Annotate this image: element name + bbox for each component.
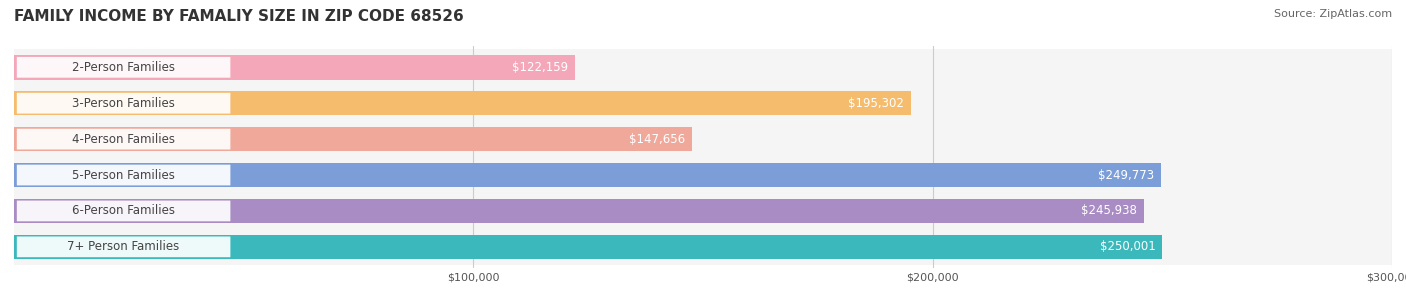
- Bar: [14, 91, 911, 115]
- FancyBboxPatch shape: [17, 93, 231, 113]
- Bar: [14, 85, 1392, 121]
- Text: $249,773: $249,773: [1098, 169, 1154, 181]
- Text: 3-Person Families: 3-Person Families: [72, 97, 174, 110]
- FancyBboxPatch shape: [17, 165, 231, 185]
- FancyBboxPatch shape: [17, 57, 231, 78]
- Bar: [14, 55, 575, 80]
- Text: 5-Person Families: 5-Person Families: [72, 169, 174, 181]
- Bar: [14, 235, 1163, 259]
- Text: FAMILY INCOME BY FAMALIY SIZE IN ZIP CODE 68526: FAMILY INCOME BY FAMALIY SIZE IN ZIP COD…: [14, 9, 464, 24]
- Text: $250,001: $250,001: [1099, 240, 1156, 253]
- Text: 6-Person Families: 6-Person Families: [72, 204, 176, 217]
- Text: Source: ZipAtlas.com: Source: ZipAtlas.com: [1274, 9, 1392, 19]
- Text: $122,159: $122,159: [512, 61, 568, 74]
- Text: 2-Person Families: 2-Person Families: [72, 61, 176, 74]
- FancyBboxPatch shape: [17, 236, 231, 257]
- FancyBboxPatch shape: [17, 129, 231, 149]
- Bar: [14, 163, 1161, 187]
- Bar: [14, 199, 1143, 223]
- Text: $195,302: $195,302: [848, 97, 904, 110]
- FancyBboxPatch shape: [17, 201, 231, 221]
- Text: $147,656: $147,656: [630, 133, 685, 145]
- Text: $245,938: $245,938: [1081, 204, 1136, 217]
- Bar: [14, 193, 1392, 229]
- Text: 7+ Person Families: 7+ Person Families: [67, 240, 180, 253]
- Bar: [14, 121, 1392, 157]
- Text: 4-Person Families: 4-Person Families: [72, 133, 176, 145]
- Bar: [14, 229, 1392, 265]
- Bar: [14, 127, 692, 151]
- Bar: [14, 49, 1392, 85]
- Bar: [14, 157, 1392, 193]
